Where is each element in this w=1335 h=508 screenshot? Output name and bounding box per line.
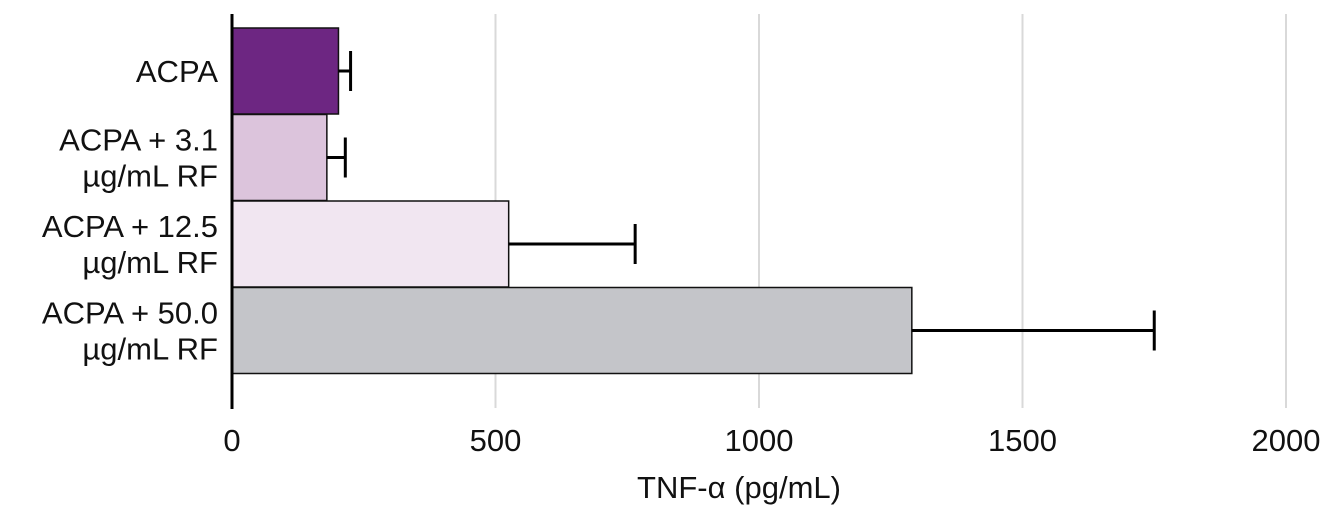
bar-1 [231,113,328,202]
error-bars [326,51,1156,351]
x-tick-labels: 0 500 1000 1500 2000 [223,423,1320,458]
category-label-0-0: ACPA [136,54,218,89]
bar-3 [231,286,913,375]
category-label-2-1: µg/mL RF [82,245,218,280]
category-label-3-0: ACPA + 50.0 [42,296,218,331]
category-label-2-0: ACPA + 12.5 [42,209,218,244]
category-label-1-1: µg/mL RF [82,159,218,194]
category-label-1-0: ACPA + 3.1 [59,123,218,158]
x-tick-2000: 2000 [1252,423,1321,458]
bar-2 [231,200,510,288]
x-tick-0: 0 [223,423,240,458]
x-axis-title: TNF-α (pg/mL) [637,470,841,505]
bars [231,27,913,375]
category-label-3-1: µg/mL RF [82,332,218,367]
bar-0 [231,27,340,115]
x-tick-1500: 1500 [988,423,1057,458]
x-tick-1000: 1000 [725,423,794,458]
x-tick-500: 500 [470,423,522,458]
